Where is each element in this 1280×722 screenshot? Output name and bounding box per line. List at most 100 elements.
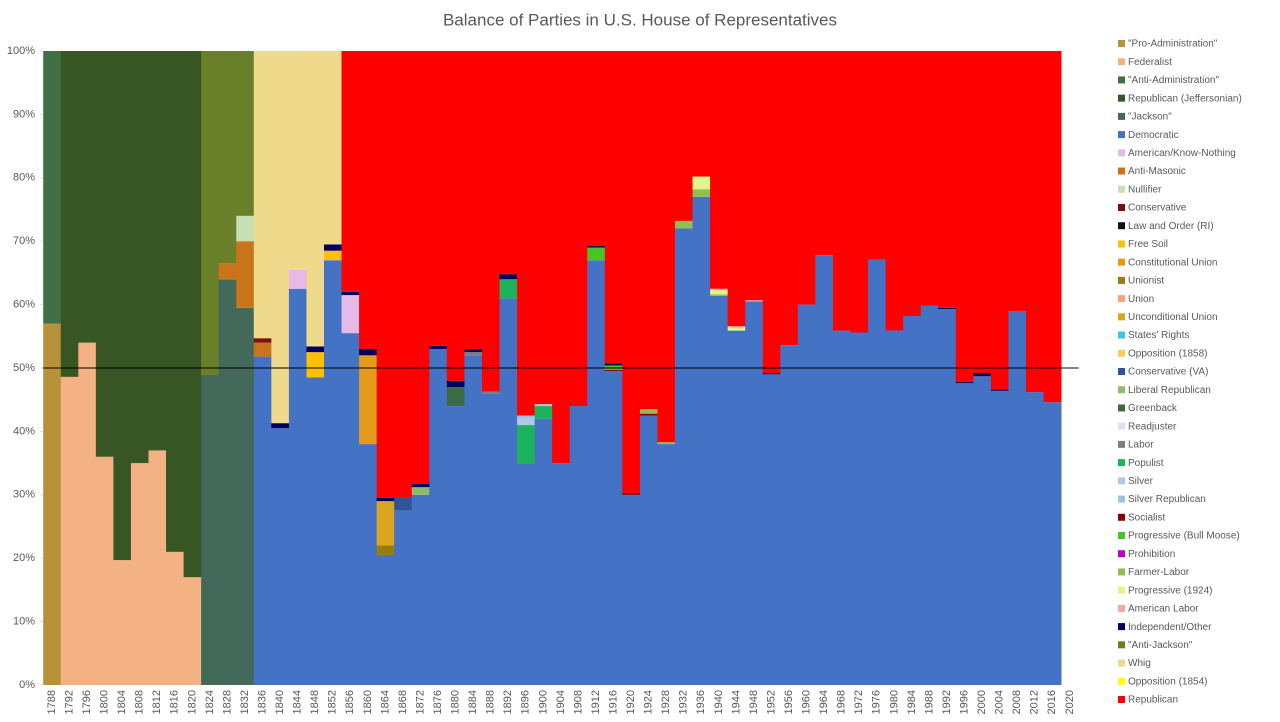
bar-segment [1008,310,1027,685]
legend-swatch [1118,76,1125,84]
x-tick-label: 2012 [1029,690,1041,714]
x-tick-label: 2004 [994,690,1006,714]
bar-segment [499,298,518,685]
bar-segment [341,51,360,292]
legend-swatch [1118,386,1125,394]
x-tick-label: 1884 [467,690,479,714]
bar-segment [903,316,922,685]
bar-segment [692,196,711,685]
x-tick-label: 1928 [660,690,672,714]
legend-label: Union [1128,294,1154,305]
bar-segment [762,373,781,375]
bar-segment [675,51,693,221]
legend-label: Opposition (1854) [1128,676,1208,687]
bar-segment [587,245,606,248]
x-tick-label: 1904 [555,690,567,714]
bar-segment [587,247,606,261]
bar-segment [675,220,693,229]
x-tick-label: 2008 [1011,690,1023,714]
bar-segment [780,51,799,346]
chart-title: Balance of Parties in U.S. House of Repr… [443,10,837,29]
legend-label: "Pro-Administration" [1128,39,1218,50]
legend-label: Democratic [1128,130,1179,141]
bar-segment [517,415,535,419]
bar-segment [271,428,290,685]
x-tick-label: 1796 [81,690,93,714]
x-tick-label: 1876 [432,690,444,714]
bar-segment [639,51,658,410]
x-tick-label: 1932 [678,690,690,714]
legend-swatch [1118,295,1125,303]
bar-segment [341,333,360,685]
bar-segment [517,418,535,426]
bar-segment [271,51,290,424]
legend-swatch [1118,604,1125,612]
legend-swatch [1118,550,1125,558]
y-tick-label: 20% [13,552,35,564]
bar-segment [534,418,553,685]
y-tick-label: 0% [19,679,35,691]
bar-segment [376,501,395,546]
legend-swatch [1118,331,1125,339]
bar-segment [429,345,448,349]
legend-label: Populist [1128,458,1164,469]
bar-segment [657,444,676,685]
legend-swatch [1118,313,1125,321]
legend-label: Nullifier [1128,184,1162,195]
bar-segment [692,189,711,197]
bar-segment [359,51,378,349]
legend-swatch [1118,696,1125,703]
bar-segment [411,494,430,685]
bars [43,51,1062,685]
y-tick-label: 90% [13,108,35,120]
legend-label: Farmer-Labor [1128,567,1190,578]
y-tick-label: 30% [13,489,35,501]
bar-segment [920,305,939,685]
bar-segment [499,279,518,299]
x-tick-label: 1956 [783,690,795,714]
legend-swatch [1118,586,1125,594]
legend-swatch [1118,185,1125,193]
x-tick-label: 2016 [1046,690,1058,714]
bar-segment [710,294,729,296]
x-tick-label: 1792 [63,690,75,714]
x-tick-label: 1856 [344,690,356,714]
legend-swatch [1118,40,1125,47]
x-tick-label: 1860 [362,690,374,714]
bar-segment [938,51,957,308]
legend-swatch [1118,623,1125,631]
bar-segment [692,176,711,190]
x-tick-label: 1836 [256,690,268,714]
legend-swatch [1118,131,1125,139]
x-tick-label: 1936 [695,690,707,714]
legend-swatch [1118,495,1125,503]
bar-segment [657,442,676,445]
bar-segment [762,51,781,374]
bar-segment [675,228,693,685]
legend-swatch [1118,167,1125,175]
bar-segment [148,450,167,685]
bar-segment [639,409,658,414]
legend-label: Silver [1128,476,1154,487]
x-tick-label: 2000 [976,690,988,714]
x-tick-label: 1816 [169,690,181,714]
bar-segment [1043,402,1062,685]
x-tick-label: 1812 [151,690,163,714]
bar-segment [868,51,886,260]
bar-segment [587,51,606,246]
legend-label: "Anti-Administration" [1128,75,1219,86]
bar-segment [622,494,641,685]
x-tick-label: 1952 [765,690,777,714]
bar-segment [1043,51,1062,403]
bar-segment [727,327,746,331]
bar-segment [604,369,623,372]
bar-segment [218,51,237,264]
legend-label: Socialist [1128,512,1165,523]
bar-segment [166,51,184,552]
bar-segment [938,307,957,310]
legend-swatch [1118,204,1125,211]
bar-segment [762,374,781,685]
bar-segment [411,51,430,485]
